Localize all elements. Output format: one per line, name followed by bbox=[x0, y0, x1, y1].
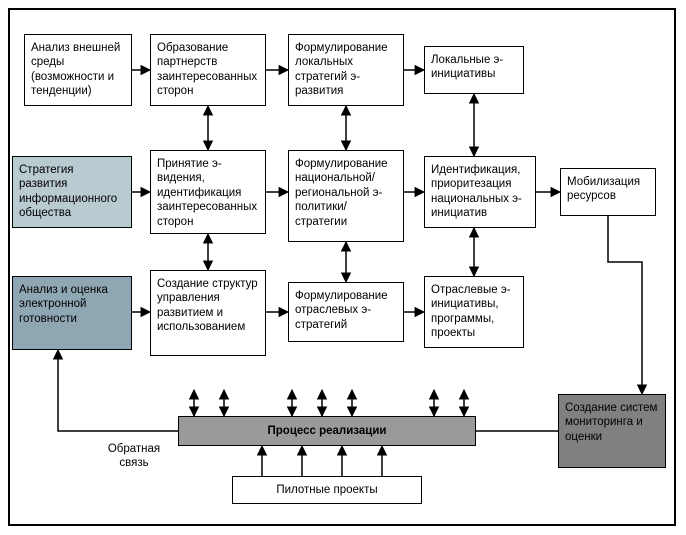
label-feedback-text: Обратная связь bbox=[108, 443, 160, 469]
diagram-frame: Анализ внешней среды (возможности и тенд… bbox=[8, 8, 676, 526]
label-feedback: Обратная связь bbox=[98, 442, 170, 471]
